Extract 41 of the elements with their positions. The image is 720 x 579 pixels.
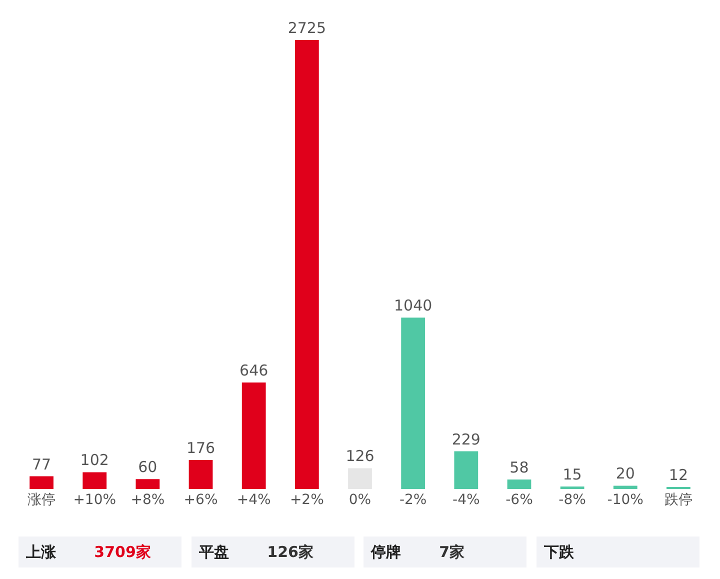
x-tick-label: +2% [290,492,324,508]
text: 下跌 [543,543,575,561]
x-tick-label: -6% [506,492,533,508]
x-tick-label: +8% [130,492,165,508]
x-tick-label: 涨停 [28,492,56,508]
text: 上涨 3709家 [26,543,151,561]
bar [507,479,532,489]
bar [188,460,213,489]
bar [401,318,426,489]
data-label: 1040 [394,296,432,315]
text: 平盘 126家 [199,543,314,561]
data-label: 12 [668,466,688,484]
data-label: 2725 [288,19,326,37]
data-label: 60 [138,458,158,476]
bar [454,451,478,489]
x-tick-label: +6% [184,492,218,508]
x-tick-label: 跌停 [664,492,692,508]
x-tick-label: -10% [607,492,644,508]
bar [294,40,319,489]
x-tick-label: 0% [348,492,372,508]
bar [348,468,372,489]
data-label: 20 [616,464,635,483]
x-tick-label: +4% [236,492,271,508]
x-tick-label: -8% [558,492,586,508]
data-label: 229 [452,430,480,448]
text: 停牌 7家 [371,543,465,561]
data-label: 176 [186,439,216,457]
data-label: 15 [562,466,582,484]
data-label: 102 [80,451,109,470]
data-label: 58 [510,458,529,476]
data-label: 77 [32,455,52,474]
bar [613,486,638,489]
bar [136,479,160,489]
x-tick-label: -2% [399,492,427,508]
x-tick-label: -4% [452,492,480,508]
data-label: 126 [346,447,374,466]
bar [82,472,107,489]
bar [30,476,54,489]
data-label: 646 [240,362,268,380]
x-tick-label: +10% [73,492,116,508]
bar [242,382,266,489]
